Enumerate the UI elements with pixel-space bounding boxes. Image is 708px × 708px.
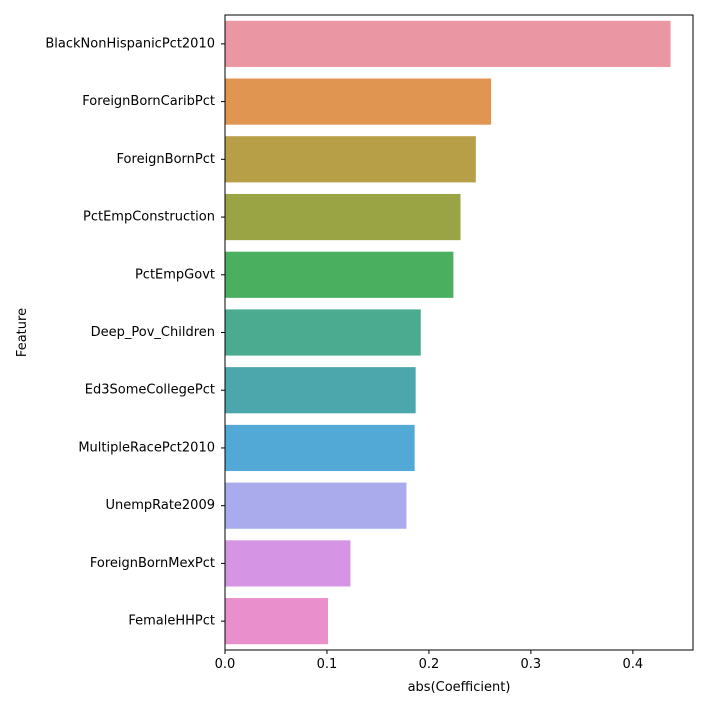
x-axis-ticks: 0.0 0.1 0.2 0.3 0.4 [215,650,643,672]
bar-ForeignBornPct [225,136,476,183]
y-tick-label: ForeignBornCaribPct [82,94,215,109]
bar-PctEmpConstruction [225,193,461,241]
y-tick-label: PctEmpConstruction [83,210,215,225]
y-tick-label: ForeignBornPct [117,152,215,167]
y-tick-label: FemaleHHPct [128,614,215,629]
y-axis-label: Feature [15,308,30,357]
bar-Deep_Pov_Children [225,309,421,356]
y-tick-label: Deep_Pov_Children [91,325,215,340]
y-tick-label: PctEmpGovt [135,267,215,282]
y-tick-label: ForeignBornMexPct [90,556,215,571]
x-tick-label: 0.2 [419,657,440,672]
bar-ForeignBornCaribPct [225,78,492,125]
x-tick-label: 0.1 [317,657,338,672]
x-tick-label: 0.4 [622,657,643,672]
plot-frame [224,14,694,651]
bar-MultipleRacePct2010 [225,424,415,472]
bar-PctEmpGovt [225,251,454,298]
x-tick-label: 0.3 [521,657,542,672]
bar-BlackNonHispanicPct2010 [225,20,671,67]
bar-UnempRate2009 [225,482,407,529]
y-tick-label: UnempRate2009 [105,498,215,513]
bar-Ed3SomeCollegePct [225,367,416,414]
y-tick-label: Ed3SomeCollegePct [85,383,215,398]
x-axis-label: abs(Coefficient) [408,680,511,695]
x-tick-label: 0.0 [215,657,236,672]
y-axis-ticks: BlackNonHispanicPct2010 ForeignBornCaribP… [45,36,225,629]
y-tick-label: BlackNonHispanicPct2010 [45,36,215,51]
bar-FemaleHHPct [225,598,328,645]
y-tick-label: MultipleRacePct2010 [78,440,215,455]
bar-ForeignBornMexPct [225,540,351,587]
bars-group [225,20,671,645]
